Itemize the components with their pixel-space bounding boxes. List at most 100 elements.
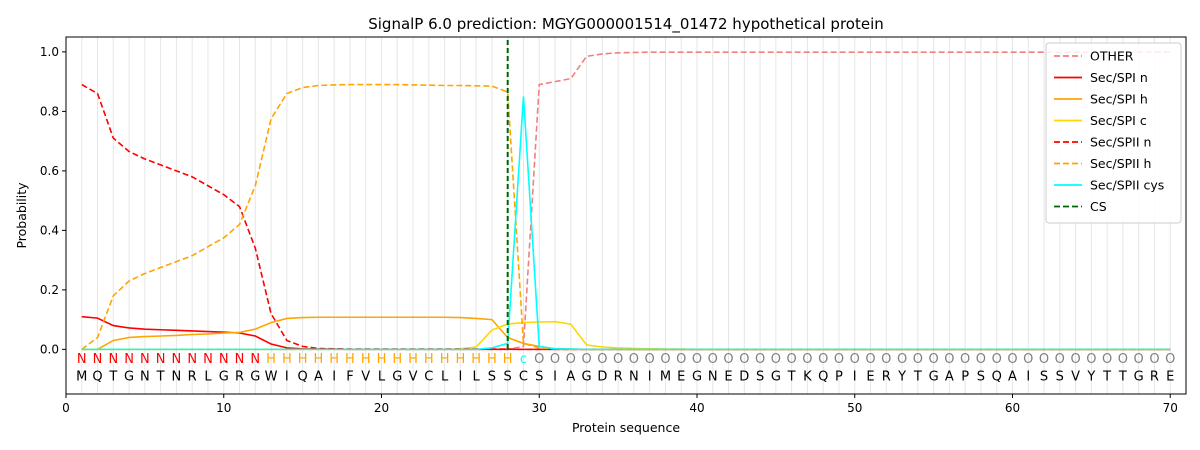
region-label: O — [1118, 352, 1128, 367]
series-line — [81, 83, 1171, 351]
x-tick-label: 20 — [374, 401, 389, 415]
region-label: O — [629, 352, 639, 367]
region-label: O — [1023, 352, 1033, 367]
residue-letter: T — [1102, 370, 1111, 385]
region-label: O — [534, 352, 544, 367]
region-label: O — [944, 352, 954, 367]
region-label: H — [408, 352, 418, 367]
residue-letter: P — [961, 370, 969, 385]
region-label: O — [818, 352, 828, 367]
region-label: O — [1086, 352, 1096, 367]
grid — [81, 37, 1171, 394]
region-label: H — [455, 352, 465, 367]
x-tick-label: 30 — [532, 401, 547, 415]
region-label: O — [755, 352, 765, 367]
series-lines — [81, 39, 1171, 351]
residue-letter: I — [648, 370, 652, 385]
residue-letter: G — [219, 370, 229, 385]
residue-letter: A — [566, 370, 575, 385]
residue-letter: I — [553, 370, 557, 385]
residue-letter: Y — [1086, 370, 1095, 385]
residue-letter: E — [866, 370, 874, 385]
residue-letter: G — [392, 370, 402, 385]
x-tick-label: 0 — [62, 401, 70, 415]
region-label: O — [834, 352, 844, 367]
region-label: O — [566, 352, 576, 367]
region-label: O — [550, 352, 560, 367]
legend-label: OTHER — [1090, 49, 1134, 64]
y-axis-label: Probability — [14, 182, 29, 249]
region-label: N — [235, 352, 245, 367]
x-tick-label: 70 — [1163, 401, 1178, 415]
residue-letter: N — [708, 370, 718, 385]
residue-letter: G — [124, 370, 134, 385]
residue-letter: R — [235, 370, 244, 385]
residue-letter: T — [787, 370, 796, 385]
region-label: O — [1055, 352, 1065, 367]
region-label: c — [520, 352, 527, 367]
region-label: O — [613, 352, 623, 367]
residue-letter: A — [314, 370, 323, 385]
legend-label: Sec/SPII h — [1090, 156, 1151, 171]
residue-letter: R — [1150, 370, 1159, 385]
residue-letter: E — [724, 370, 732, 385]
region-label: O — [723, 352, 733, 367]
residue-letter: S — [535, 370, 543, 385]
residue-letter: S — [977, 370, 985, 385]
residue-letter: V — [1071, 370, 1080, 385]
residue-letter: S — [488, 370, 496, 385]
residue-letter: N — [172, 370, 182, 385]
y-tick-label: 0.0 — [40, 342, 59, 356]
region-label: H — [503, 352, 513, 367]
residue-letter: S — [1040, 370, 1048, 385]
chart-title: SignalP 6.0 prediction: MGYG000001514_01… — [368, 15, 884, 34]
region-label: H — [298, 352, 308, 367]
residue-letter: I — [285, 370, 289, 385]
region-label: O — [692, 352, 702, 367]
series-line — [81, 51, 1171, 351]
x-axis-label: Protein sequence — [572, 420, 680, 435]
region-label: N — [108, 352, 118, 367]
region-label: O — [881, 352, 891, 367]
residue-letter: Y — [897, 370, 906, 385]
residue-letter: W — [265, 370, 278, 385]
region-label: N — [203, 352, 213, 367]
region-label: N — [250, 352, 260, 367]
residue-letter: R — [614, 370, 623, 385]
residue-letter: V — [409, 370, 418, 385]
region-label: H — [440, 352, 450, 367]
residue-letter: D — [739, 370, 749, 385]
residue-letter: C — [424, 370, 433, 385]
y-tick-label: 0.2 — [40, 283, 59, 297]
region-label: O — [992, 352, 1002, 367]
residue-letter: L — [204, 370, 212, 385]
legend-label: Sec/SPI c — [1090, 113, 1147, 128]
region-label: N — [140, 352, 150, 367]
legend-box — [1045, 42, 1182, 224]
region-label: O — [1134, 352, 1144, 367]
y-tick-label: 0.6 — [40, 164, 59, 178]
residue-letter: G — [582, 370, 592, 385]
region-label: O — [1007, 352, 1017, 367]
residue-letter: M — [660, 370, 671, 385]
residue-letter: M — [76, 370, 87, 385]
region-label: H — [329, 352, 339, 367]
region-label: O — [1149, 352, 1159, 367]
residue-letter: G — [771, 370, 781, 385]
region-label: O — [739, 352, 749, 367]
legend: OTHER Sec/SPI n Sec/SPI h Sec/SPI c Sec/SPII… — [1045, 42, 1182, 224]
axes: 0 10 20 30 40 50 60 70 0.0 0.2 0.4 0.6 0.8 1.0 — [40, 45, 1178, 415]
region-label: H — [424, 352, 434, 367]
residue-letter: T — [913, 370, 922, 385]
residue-letter: K — [803, 370, 812, 385]
region-label: N — [219, 352, 229, 367]
residue-letter: E — [677, 370, 685, 385]
x-tick-label: 40 — [689, 401, 704, 415]
residue-letter: T — [1118, 370, 1127, 385]
residue-letter: I — [458, 370, 462, 385]
residue-letter: I — [332, 370, 336, 385]
region-label: H — [345, 352, 355, 367]
region-label: O — [928, 352, 938, 367]
residue-letter: Q — [992, 370, 1002, 385]
residue-letter: F — [346, 370, 353, 385]
